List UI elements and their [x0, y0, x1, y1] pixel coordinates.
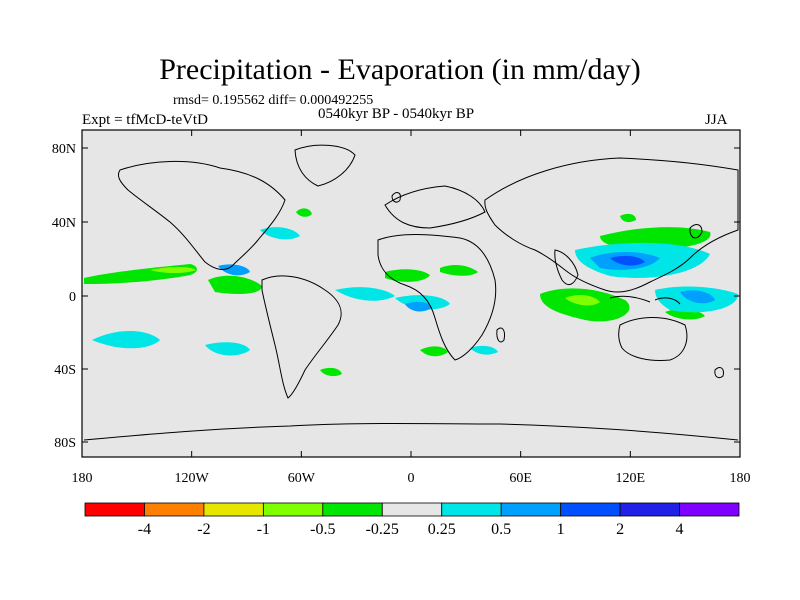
- field-layer: [83, 144, 739, 441]
- stats-label: rmsd= 0.195562 diff= 0.000492255: [173, 93, 374, 108]
- very-strong-positive-regions: [610, 255, 645, 266]
- north-atlantic-positive: [260, 227, 300, 240]
- colorbar-swatch: [500, 502, 562, 517]
- coast-japan: [689, 224, 703, 239]
- coast-south-america: [261, 275, 342, 399]
- coast-antarctica: [83, 423, 739, 441]
- period-label: 0540kyr BP - 0540kyr BP: [318, 106, 475, 122]
- lon-tick-label: 60E: [509, 471, 532, 486]
- coast-uk: [391, 192, 401, 203]
- lon-tick-label: 120W: [175, 471, 210, 486]
- strong-negative-regions: [150, 267, 600, 306]
- coast-australia: [618, 317, 688, 361]
- map-background: [82, 130, 740, 457]
- colorbar-label: 2: [616, 521, 624, 538]
- east-asia-core: [610, 255, 645, 266]
- pacific-band-core: [150, 267, 196, 273]
- colorbar-swatch: [679, 502, 740, 517]
- lat-tick-label: 40N: [52, 216, 76, 231]
- colorbar-label: 0.25: [428, 521, 456, 538]
- south-pacific-positive: [92, 330, 160, 349]
- lon-tick-label: 60W: [288, 471, 316, 486]
- colorbar-swatch: [322, 502, 383, 517]
- lat-tick-label: 40S: [54, 363, 76, 378]
- colorbar-label: 4: [676, 521, 684, 538]
- coast-indonesia: [609, 295, 681, 305]
- central-america-blue: [218, 264, 250, 276]
- lat-tick-label: 80N: [52, 142, 76, 157]
- coast-asia: [484, 157, 739, 293]
- longitude-axis: 180 120W 60W 0 60E 120E 180: [72, 130, 751, 486]
- colorbar-swatch: [560, 502, 621, 517]
- lon-tick-label: 0: [408, 471, 415, 486]
- coastlines: [83, 144, 739, 441]
- lat-tick-label: 80S: [54, 436, 76, 451]
- east-asia-patch: [620, 213, 636, 223]
- south-indian-patch: [420, 346, 448, 357]
- colorbar-label: -0.25: [366, 521, 399, 538]
- coast-new-zealand: [714, 367, 724, 379]
- colorbar-label: -2: [197, 521, 210, 538]
- lon-tick-label: 180: [72, 471, 93, 486]
- western-pacific-blue: [680, 290, 715, 304]
- colorbar-swatch: [441, 502, 502, 517]
- colorbar-swatch: [619, 502, 680, 517]
- colorbar-label: 0.5: [491, 521, 511, 538]
- equatorial-atlantic-blue: [405, 301, 432, 312]
- lon-tick-label: 120E: [616, 471, 646, 486]
- indian-ocean-core: [565, 295, 600, 306]
- coast-north-america: [117, 160, 286, 270]
- colorbar-swatch: [144, 502, 205, 517]
- southern-atlantic-patch: [320, 367, 342, 377]
- colorbar-label: -1: [257, 521, 270, 538]
- chart-title: Precipitation - Evaporation (in mm/day): [159, 53, 641, 86]
- colorbar-label: 1: [557, 521, 565, 538]
- south-america-positive: [335, 287, 395, 301]
- africa-sahel-region: [440, 265, 478, 276]
- colorbar-swatch: [381, 502, 443, 517]
- lat-tick-label: 0: [69, 290, 76, 305]
- west-africa-region: [385, 269, 430, 282]
- coast-africa: [377, 234, 497, 361]
- lon-tick-label: 180: [730, 471, 751, 486]
- colorbar-label: -0.5: [310, 521, 335, 538]
- coast-india: [554, 249, 579, 286]
- colorbar: -4 -2 -1 -0.5 -0.25 0.25 0.5 1 2 4: [84, 502, 740, 538]
- colorbar-swatch: [262, 502, 324, 517]
- season-label: JJA: [705, 112, 728, 128]
- latitude-axis: 80N 40N 0 40S 80S: [52, 142, 740, 451]
- coast-greenland: [294, 144, 356, 187]
- colorbar-swatch: [203, 502, 264, 517]
- south-pacific-east-positive: [205, 342, 250, 356]
- coast-europe: [384, 185, 486, 229]
- coast-madagascar: [496, 327, 505, 343]
- colorbar-swatch: [84, 502, 145, 517]
- central-america-region: [208, 275, 262, 294]
- experiment-label: Expt = tfMcD-teVtD: [82, 112, 208, 128]
- south-indian-positive: [470, 345, 498, 355]
- colorbar-label: -4: [138, 521, 151, 538]
- north-atlantic-patch: [296, 208, 312, 217]
